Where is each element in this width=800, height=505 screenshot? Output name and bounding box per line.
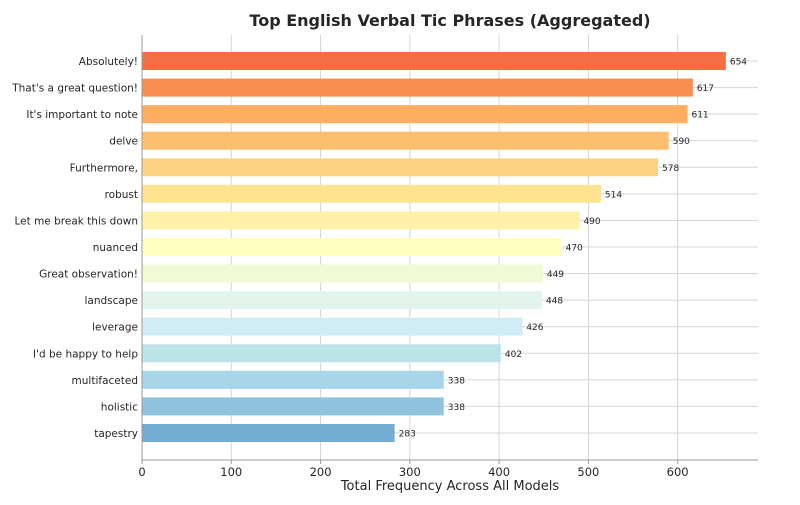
value-label: 426 — [526, 323, 543, 333]
bar — [142, 370, 444, 389]
bar — [142, 105, 688, 124]
category-label: leverage — [92, 322, 138, 334]
bar — [142, 264, 543, 283]
value-label: 611 — [691, 111, 708, 121]
x-axis: 0 100 200 300 400 500 600 — [138, 35, 758, 479]
bar — [142, 211, 580, 230]
category-label: multifaceted — [72, 375, 138, 387]
value-label: 490 — [583, 217, 600, 227]
value-label: 578 — [662, 164, 679, 174]
chart-title: Top English Verbal Tic Phrases (Aggregat… — [249, 11, 650, 30]
bar — [142, 158, 659, 177]
bar — [142, 237, 562, 256]
category-label: Furthermore, — [70, 162, 138, 174]
x-tick-label: 100 — [220, 465, 242, 479]
category-label: That's a great question! — [11, 83, 138, 95]
value-label: 338 — [448, 403, 465, 413]
value-label: 338 — [448, 376, 465, 386]
category-label: robust — [105, 189, 138, 201]
category-label: Great observation! — [39, 269, 138, 281]
x-tick-label: 500 — [577, 465, 599, 479]
category-label: It's important to note — [26, 109, 138, 121]
category-label: Let me break this down — [15, 215, 139, 227]
x-axis-title: Total Frequency Across All Models — [340, 479, 560, 494]
category-label: tapestry — [94, 428, 138, 440]
value-label: 448 — [546, 297, 563, 307]
bar — [142, 184, 601, 203]
category-label: landscape — [85, 295, 138, 307]
category-label: delve — [109, 136, 138, 148]
category-label: I'd be happy to help — [33, 348, 138, 360]
value-label: 654 — [730, 58, 747, 68]
value-label: 514 — [605, 190, 622, 200]
x-tick-label: 600 — [667, 465, 689, 479]
bar — [142, 291, 542, 310]
x-tick-label: 0 — [138, 465, 145, 479]
x-tick-label: 300 — [399, 465, 421, 479]
bar — [142, 423, 395, 442]
bar — [142, 52, 726, 70]
value-label: 617 — [697, 84, 714, 94]
value-label: 449 — [547, 270, 564, 280]
value-label: 283 — [399, 429, 416, 439]
category-label: nuanced — [93, 242, 138, 254]
bar — [142, 131, 669, 150]
x-tick-label: 200 — [310, 465, 332, 479]
category-label: holistic — [101, 401, 138, 413]
category-labels: Absolutely! That's a great question! It's … — [11, 56, 138, 440]
bars-layer — [142, 52, 726, 442]
value-label: 590 — [673, 137, 690, 147]
x-tick-label: 400 — [488, 465, 510, 479]
bar — [142, 344, 501, 363]
bar — [142, 317, 523, 336]
category-label: Absolutely! — [79, 56, 138, 68]
value-labels: 654 617 611 590 578 514 490 470 449 448 426 402 338 3… — [399, 58, 748, 440]
value-label: 470 — [566, 243, 583, 253]
bar — [142, 78, 693, 97]
value-label: 402 — [505, 350, 522, 360]
bar — [142, 397, 444, 416]
